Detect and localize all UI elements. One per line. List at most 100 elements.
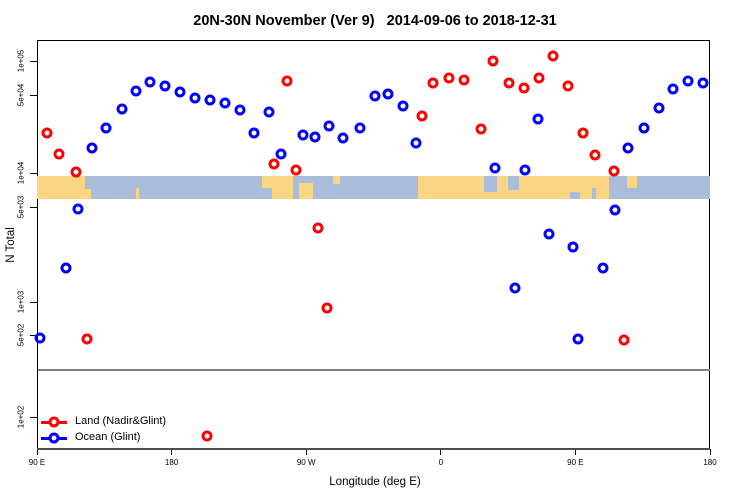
data-point	[458, 74, 470, 86]
data-point	[532, 113, 544, 125]
data-point	[53, 148, 65, 160]
y-tick-label: 5e+04	[16, 83, 26, 107]
data-point	[34, 332, 46, 344]
data-point	[667, 83, 679, 95]
x-tick-mark	[305, 449, 307, 455]
data-point	[116, 103, 128, 115]
data-point	[281, 75, 293, 87]
data-point	[543, 228, 555, 240]
data-point	[354, 122, 366, 134]
y-axis-title: N Total	[5, 227, 17, 263]
data-point	[427, 77, 439, 89]
data-point	[509, 282, 521, 294]
x-axis-title: Longitude (deg E)	[329, 476, 421, 488]
data-point	[275, 148, 287, 160]
legend-label: Land (Nadir&Glint)	[75, 415, 167, 427]
y-tick-label: 5e+02	[16, 323, 26, 347]
data-point	[518, 82, 530, 94]
data-point	[189, 92, 201, 104]
y-tick-label: 5e+03	[16, 195, 26, 219]
legend-circle-icon	[48, 416, 60, 428]
x-tick-label: 180	[164, 458, 179, 467]
data-point	[219, 97, 231, 109]
x-tick-mark	[709, 449, 711, 455]
land-segment	[85, 188, 91, 199]
x-tick-label: 90 E	[28, 458, 46, 467]
data-point	[572, 333, 584, 345]
data-point	[321, 302, 333, 314]
y-tick-mark	[30, 301, 37, 303]
data-point	[72, 203, 84, 215]
ocean-notch	[592, 187, 596, 199]
data-point	[323, 120, 335, 132]
ocean-notch	[484, 176, 497, 193]
data-point	[382, 88, 394, 100]
data-point	[397, 100, 409, 112]
data-point	[70, 166, 82, 178]
legend-circle-icon	[48, 432, 60, 444]
land-segment	[272, 176, 293, 199]
data-point	[638, 122, 650, 134]
data-point	[416, 110, 428, 122]
y-tick-mark	[30, 172, 37, 174]
reference-line	[38, 369, 710, 371]
y-tick-label: 1e+02	[16, 405, 26, 429]
y-tick-label: 1e+04	[16, 161, 26, 185]
land-segment	[136, 187, 139, 199]
data-point	[503, 77, 515, 89]
data-point	[201, 430, 213, 442]
data-point	[312, 222, 324, 234]
y-tick-mark	[30, 206, 37, 208]
x-tick-mark	[440, 449, 442, 455]
land-segment	[333, 176, 340, 185]
x-tick-label: 90 E	[567, 458, 584, 467]
land-segment	[262, 176, 272, 188]
land-segment	[627, 176, 637, 188]
y-tick-mark	[30, 60, 37, 62]
x-tick-mark	[574, 449, 577, 455]
data-point	[567, 241, 579, 253]
land-segment	[37, 176, 85, 199]
chart-title: 20N-30N November (Ver 9) 2014-09-06 to 2…	[193, 13, 557, 29]
data-point	[608, 165, 620, 177]
bottom-axis-line	[37, 447, 710, 450]
data-point	[159, 80, 171, 92]
data-point	[475, 123, 487, 135]
data-point	[533, 72, 545, 84]
legend-label: Ocean (Glint)	[75, 431, 141, 443]
data-point	[682, 75, 694, 87]
data-point	[618, 334, 630, 346]
data-point	[489, 162, 501, 174]
x-tick-mark	[36, 449, 38, 455]
y-tick-label: 1e+05	[16, 49, 26, 73]
data-point	[268, 158, 280, 170]
data-point	[86, 142, 98, 154]
x-tick-label: 180	[703, 458, 717, 467]
data-point	[410, 137, 422, 149]
data-point	[589, 149, 601, 161]
data-point	[297, 129, 309, 141]
data-point	[60, 262, 72, 274]
data-point	[309, 131, 321, 143]
data-point	[100, 122, 112, 134]
data-point	[290, 164, 302, 176]
ocean-notch	[508, 176, 519, 190]
data-point	[622, 142, 634, 154]
data-point	[653, 102, 665, 114]
data-point	[174, 86, 186, 98]
land-segment	[299, 182, 313, 199]
ocean-notch	[570, 192, 580, 199]
x-tick-label: 0	[438, 458, 444, 467]
y-tick-mark	[30, 334, 37, 336]
data-point	[41, 127, 53, 139]
data-point	[519, 164, 531, 176]
data-point	[263, 106, 275, 118]
data-point	[547, 50, 559, 62]
data-point	[130, 85, 142, 97]
data-point	[697, 77, 709, 89]
data-point	[204, 94, 216, 106]
data-point	[81, 333, 93, 345]
data-point	[609, 204, 621, 216]
x-tick-mark	[171, 449, 173, 455]
data-point	[562, 80, 574, 92]
